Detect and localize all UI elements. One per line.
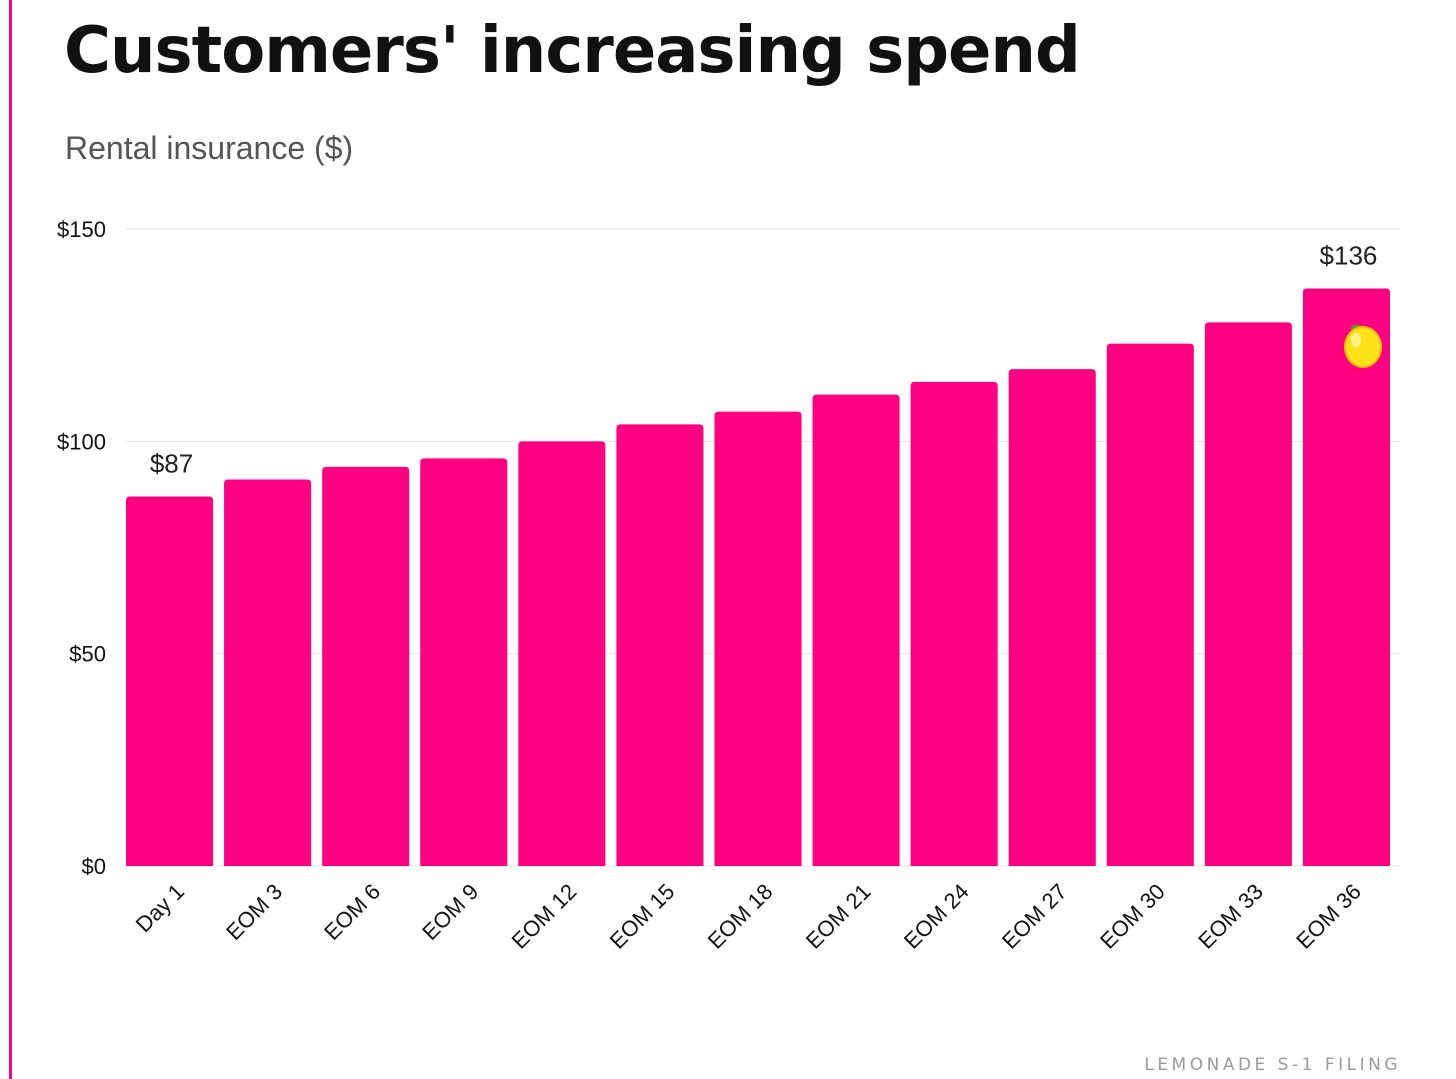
- bar-eom-36: [1302, 288, 1390, 866]
- bar-eom-6: [322, 466, 410, 866]
- chart-subtitle: Rental insurance ($): [65, 130, 354, 166]
- bar-eom-12: [518, 441, 606, 866]
- data-label: $87: [150, 449, 193, 479]
- lemon-icon: [1344, 324, 1382, 368]
- accent-bar: [9, 0, 12, 1079]
- x-tick-label: EOM 24: [899, 879, 974, 954]
- bar-eom-30: [1106, 343, 1194, 866]
- data-label: $136: [1320, 240, 1378, 270]
- x-tick-label: Day 1: [131, 879, 189, 937]
- x-tick-label: EOM 30: [1095, 879, 1170, 954]
- x-axis-ticks: Day 1 EOM 3 EOM 6 EOM 9 EOM 12 EOM 15 EOM 18 EO…: [131, 879, 1366, 954]
- y-tick-label: $0: [82, 854, 106, 879]
- x-tick-label: EOM 6: [319, 879, 385, 945]
- bar-eom-27: [1008, 369, 1096, 866]
- y-tick-label: $150: [57, 217, 106, 242]
- data-labels: $87 $136: [150, 240, 1378, 478]
- x-tick-label: EOM 27: [997, 879, 1072, 954]
- x-tick-label: EOM 36: [1291, 879, 1366, 954]
- bar-eom-3: [224, 479, 312, 866]
- bar-day-1: [126, 496, 214, 866]
- bar-eom-9: [420, 458, 508, 866]
- y-tick-label: $100: [57, 429, 106, 454]
- bars: [126, 288, 1390, 867]
- x-tick-label: EOM 12: [507, 879, 582, 954]
- bar-eom-21: [812, 394, 900, 866]
- bar-eom-18: [714, 411, 802, 866]
- x-tick-label: EOM 21: [801, 879, 876, 954]
- y-tick-label: $50: [69, 642, 106, 667]
- x-tick-label: EOM 9: [417, 879, 483, 945]
- x-tick-label: EOM 33: [1193, 879, 1268, 954]
- x-tick-label: EOM 15: [605, 879, 680, 954]
- x-tick-label: EOM 3: [221, 879, 287, 945]
- bar-eom-24: [910, 381, 998, 866]
- bar-eom-33: [1204, 322, 1292, 867]
- source-note: LEMONADE S-1 FILING: [1144, 1055, 1401, 1075]
- bar-eom-15: [616, 424, 704, 866]
- y-axis-ticks: $0 $50 $100 $150: [57, 217, 106, 879]
- chart-title: Customers' increasing spend: [64, 14, 1081, 88]
- x-tick-label: EOM 18: [703, 879, 778, 954]
